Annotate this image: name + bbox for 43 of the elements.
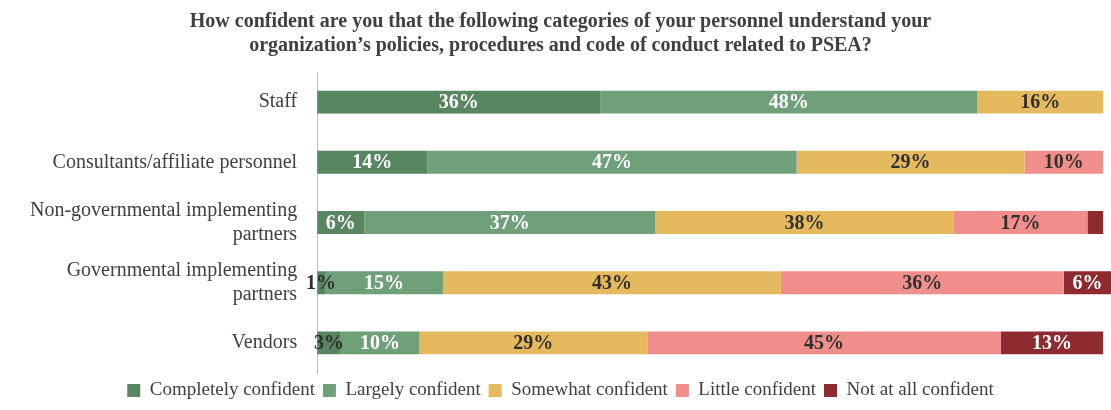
y-tick-label: Consultants/affiliate personnel (52, 149, 298, 173)
data-label: 6% (1072, 270, 1103, 293)
bar (977, 90, 1104, 114)
data-label: 10% (360, 331, 401, 354)
data-label: 16% (1020, 90, 1061, 113)
legend-label: Little confident (698, 378, 817, 400)
data-label: 29% (513, 331, 554, 354)
y-tick-label: Governmental implementing partners (66, 257, 298, 305)
bar (655, 211, 954, 234)
y-tick-label: Staff (258, 89, 298, 112)
data-label: 10% (1043, 150, 1084, 173)
data-label: 14% (352, 150, 393, 173)
bar (442, 271, 781, 295)
bar (317, 90, 601, 114)
data-label: 45% (804, 331, 845, 354)
data-label: 15% (363, 270, 404, 293)
bar (647, 331, 1001, 355)
data-label: 36% (438, 90, 479, 113)
data-label: 17% (1000, 210, 1041, 233)
bar (419, 331, 648, 355)
legend-label: Largely confident (345, 378, 482, 400)
bar (364, 211, 656, 234)
data-label: 43% (591, 270, 632, 293)
data-label: 13% (1032, 331, 1073, 354)
data-label: 38% (784, 210, 825, 233)
bar (1087, 211, 1104, 234)
data-label: 29% (890, 150, 931, 173)
data-label: 37% (489, 210, 530, 233)
data-label: 48% (768, 90, 809, 113)
bar (796, 150, 1025, 174)
legend-label: Somewhat confident (511, 378, 669, 400)
legend-label: Not at all confident (846, 378, 995, 400)
y-tick-label: Vendors (231, 330, 298, 353)
bar (427, 150, 797, 174)
data-label: 6% (325, 210, 356, 233)
bar (780, 271, 1064, 295)
bar (953, 211, 1088, 234)
legend-label: Completely confident (149, 378, 316, 400)
data-label: 36% (902, 270, 943, 293)
chart-title: How confident are you that the following categories of your personnel understand your organization’s policies, procedures and code of conduct related to PSEA? (189, 9, 932, 57)
y-tick-label: Non-governmental implementing partners (29, 197, 298, 245)
data-label: 47% (591, 150, 632, 173)
bar (600, 90, 978, 114)
